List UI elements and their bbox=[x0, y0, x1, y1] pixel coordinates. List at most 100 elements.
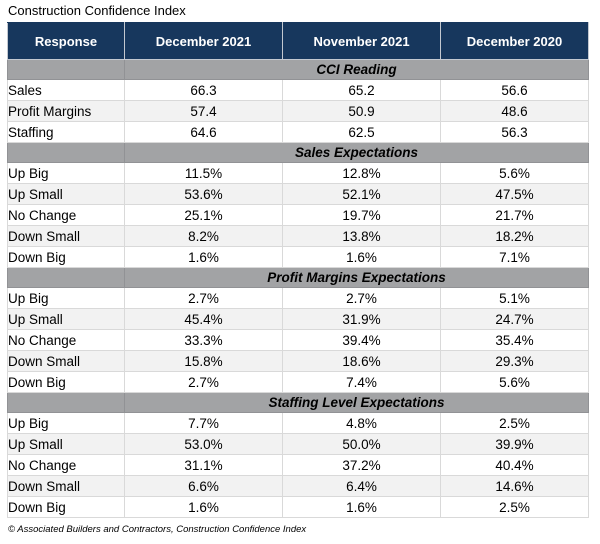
table-row: Down Small 8.2% 13.8% 18.2% bbox=[7, 225, 589, 247]
value-cell: 2.7% bbox=[124, 371, 283, 393]
response-cell: Down Small bbox=[7, 225, 125, 247]
value-cell: 2.7% bbox=[124, 287, 283, 309]
value-cell: 45.4% bbox=[124, 308, 283, 330]
table-row: No Change 25.1% 19.7% 21.7% bbox=[7, 204, 589, 226]
response-cell: Up Small bbox=[7, 433, 125, 455]
cci-table: Response December 2021 November 2021 Decemb… bbox=[7, 22, 589, 518]
value-cell: 35.4% bbox=[440, 329, 589, 351]
value-cell: 11.5% bbox=[124, 162, 283, 184]
value-cell: 2.5% bbox=[440, 412, 589, 434]
value-cell: 1.6% bbox=[124, 246, 283, 268]
column-header-november-2021: November 2021 bbox=[282, 22, 441, 60]
section-left-cell bbox=[7, 267, 125, 288]
section-row: Profit Margins Expectations bbox=[7, 267, 589, 288]
value-cell: 12.8% bbox=[282, 162, 441, 184]
response-cell: Sales bbox=[7, 79, 125, 101]
response-cell: Up Big bbox=[7, 287, 125, 309]
value-cell: 13.8% bbox=[282, 225, 441, 247]
value-cell: 7.7% bbox=[124, 412, 283, 434]
value-cell: 48.6 bbox=[440, 100, 589, 122]
column-header-december-2020: December 2020 bbox=[440, 22, 589, 60]
value-cell: 50.0% bbox=[282, 433, 441, 455]
page-title: Construction Confidence Index bbox=[8, 3, 186, 18]
value-cell: 62.5 bbox=[282, 121, 441, 143]
section-row: Staffing Level Expectations bbox=[7, 392, 589, 413]
column-header-response: Response bbox=[7, 22, 125, 60]
value-cell: 53.6% bbox=[124, 183, 283, 205]
response-cell: Up Big bbox=[7, 412, 125, 434]
value-cell: 50.9 bbox=[282, 100, 441, 122]
response-cell: Down Big bbox=[7, 496, 125, 518]
column-header-december-2021: December 2021 bbox=[124, 22, 283, 60]
section-label-profit-margins-expectations: Profit Margins Expectations bbox=[124, 267, 589, 288]
response-cell: No Change bbox=[7, 329, 125, 351]
value-cell: 1.6% bbox=[124, 496, 283, 518]
value-cell: 57.4 bbox=[124, 100, 283, 122]
value-cell: 7.4% bbox=[282, 371, 441, 393]
response-cell: Down Big bbox=[7, 371, 125, 393]
header-row: Response December 2021 November 2021 Decemb… bbox=[7, 22, 589, 60]
value-cell: 21.7% bbox=[440, 204, 589, 226]
response-cell: Staffing bbox=[7, 121, 125, 143]
table-row: Up Big 7.7% 4.8% 2.5% bbox=[7, 412, 589, 434]
value-cell: 47.5% bbox=[440, 183, 589, 205]
value-cell: 1.6% bbox=[282, 246, 441, 268]
value-cell: 25.1% bbox=[124, 204, 283, 226]
table-header: Response December 2021 November 2021 Decemb… bbox=[7, 22, 589, 60]
section-label-staffing-level-expectations: Staffing Level Expectations bbox=[124, 392, 589, 413]
value-cell: 8.2% bbox=[124, 225, 283, 247]
value-cell: 7.1% bbox=[440, 246, 589, 268]
value-cell: 31.9% bbox=[282, 308, 441, 330]
response-cell: No Change bbox=[7, 454, 125, 476]
value-cell: 2.7% bbox=[282, 287, 441, 309]
table-row: Sales 66.3 65.2 56.6 bbox=[7, 79, 589, 101]
value-cell: 52.1% bbox=[282, 183, 441, 205]
response-cell: Down Small bbox=[7, 350, 125, 372]
table-body: CCI Reading Sales 66.3 65.2 56.6 Profit Margi… bbox=[7, 59, 589, 518]
section-row: CCI Reading bbox=[7, 59, 589, 80]
value-cell: 5.1% bbox=[440, 287, 589, 309]
table-row: Up Small 53.0% 50.0% 39.9% bbox=[7, 433, 589, 455]
table-row: Up Big 2.7% 2.7% 5.1% bbox=[7, 287, 589, 309]
table-row: Up Big 11.5% 12.8% 5.6% bbox=[7, 162, 589, 184]
value-cell: 53.0% bbox=[124, 433, 283, 455]
response-cell: Up Small bbox=[7, 183, 125, 205]
value-cell: 64.6 bbox=[124, 121, 283, 143]
value-cell: 4.8% bbox=[282, 412, 441, 434]
value-cell: 5.6% bbox=[440, 371, 589, 393]
value-cell: 65.2 bbox=[282, 79, 441, 101]
section-left-cell bbox=[7, 142, 125, 163]
value-cell: 6.4% bbox=[282, 475, 441, 497]
value-cell: 1.6% bbox=[282, 496, 441, 518]
response-cell: No Change bbox=[7, 204, 125, 226]
section-label-cci-reading: CCI Reading bbox=[124, 59, 589, 80]
value-cell: 19.7% bbox=[282, 204, 441, 226]
value-cell: 39.9% bbox=[440, 433, 589, 455]
response-cell: Up Big bbox=[7, 162, 125, 184]
value-cell: 18.2% bbox=[440, 225, 589, 247]
table-row: Down Big 2.7% 7.4% 5.6% bbox=[7, 371, 589, 393]
value-cell: 31.1% bbox=[124, 454, 283, 476]
value-cell: 37.2% bbox=[282, 454, 441, 476]
value-cell: 15.8% bbox=[124, 350, 283, 372]
table-row: Profit Margins 57.4 50.9 48.6 bbox=[7, 100, 589, 122]
response-cell: Down Small bbox=[7, 475, 125, 497]
table-row: Up Small 53.6% 52.1% 47.5% bbox=[7, 183, 589, 205]
source-attribution: © Associated Builders and Contractors, C… bbox=[8, 524, 307, 535]
section-left-cell bbox=[7, 59, 125, 80]
table-row: Down Small 15.8% 18.6% 29.3% bbox=[7, 350, 589, 372]
table-row: Down Big 1.6% 1.6% 7.1% bbox=[7, 246, 589, 268]
value-cell: 14.6% bbox=[440, 475, 589, 497]
value-cell: 29.3% bbox=[440, 350, 589, 372]
value-cell: 56.6 bbox=[440, 79, 589, 101]
value-cell: 40.4% bbox=[440, 454, 589, 476]
table-row: Down Small 6.6% 6.4% 14.6% bbox=[7, 475, 589, 497]
response-cell: Up Small bbox=[7, 308, 125, 330]
section-label-sales-expectations: Sales Expectations bbox=[124, 142, 589, 163]
value-cell: 18.6% bbox=[282, 350, 441, 372]
value-cell: 24.7% bbox=[440, 308, 589, 330]
value-cell: 6.6% bbox=[124, 475, 283, 497]
section-left-cell bbox=[7, 392, 125, 413]
table-row: No Change 33.3% 39.4% 35.4% bbox=[7, 329, 589, 351]
